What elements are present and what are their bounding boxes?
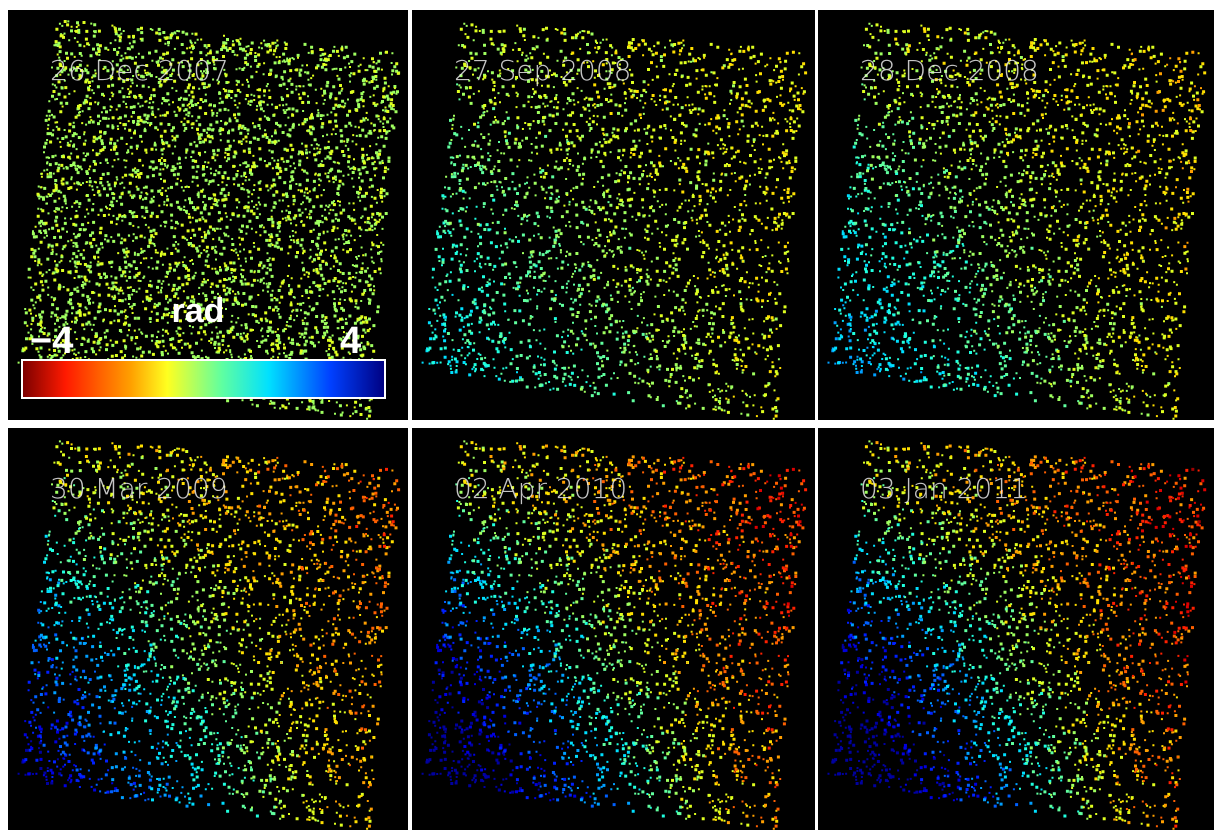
panel: 28 Dec 2008: [818, 10, 1214, 420]
panel: 02 Apr 2010: [412, 428, 815, 830]
page: 26 Dec 2007 rad −4 4 27 Sep 2008 28 Dec 2008 3…: [0, 0, 1222, 830]
date-label: 26 Dec 2007: [50, 54, 229, 87]
date-label: 27 Sep 2008: [454, 54, 631, 87]
colorbar-max: 4: [340, 320, 361, 362]
colorbar-unit: rad: [172, 292, 225, 330]
colorbar: [22, 360, 385, 398]
figure: 26 Dec 2007 rad −4 4 27 Sep 2008 28 Dec 2008 3…: [0, 0, 1222, 830]
date-label: 30 Mar 2009: [50, 472, 228, 505]
panel: 03 Jan 2011: [818, 428, 1214, 830]
panel: 30 Mar 2009: [8, 428, 408, 830]
date-label: 28 Dec 2008: [860, 54, 1039, 87]
date-label: 02 Apr 2010: [454, 472, 627, 505]
date-label: 03 Jan 2011: [860, 472, 1028, 505]
panel: 27 Sep 2008: [412, 10, 815, 420]
colorbar-min: −4: [30, 320, 73, 362]
panel: 26 Dec 2007 rad −4 4: [8, 10, 408, 420]
